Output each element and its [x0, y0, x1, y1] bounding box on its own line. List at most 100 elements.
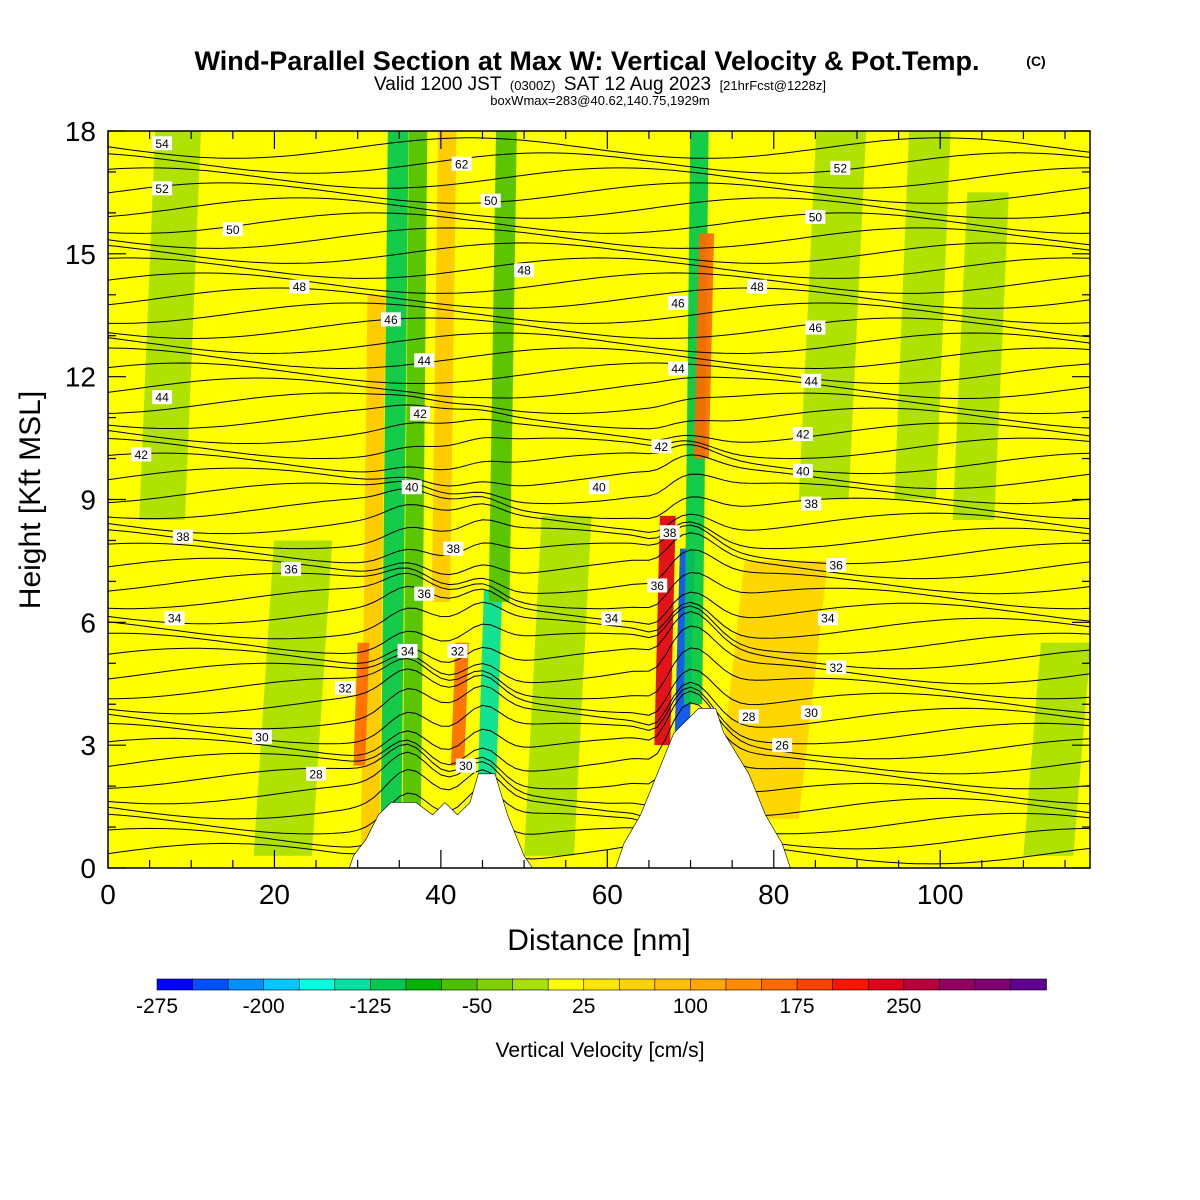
colorbar: [156, 978, 1047, 991]
contour-label-text: 54: [155, 137, 169, 151]
contour-label-text: 48: [750, 280, 764, 294]
contour-label: 42: [651, 439, 672, 454]
contour-label-bg: [747, 279, 768, 294]
y-tick-label: 18: [65, 116, 96, 147]
contour-label: 50: [805, 209, 826, 224]
velocity-band: [353, 642, 370, 766]
colorbar-swatch: [690, 978, 727, 991]
contour-label-bg: [830, 160, 851, 175]
contour-label: 48: [289, 279, 310, 294]
x-tick-label: 80: [758, 879, 789, 910]
contour-label-bg: [443, 541, 464, 556]
contour-label-bg: [397, 643, 418, 658]
contour-label-bg: [401, 480, 422, 495]
contour-label-bg: [792, 463, 813, 478]
contour-label-bg: [772, 738, 793, 753]
velocity-band: [1023, 642, 1091, 856]
colorbar-swatch: [263, 978, 301, 991]
isentrope-line: [107, 242, 1091, 264]
isentrope-line: [107, 760, 1091, 820]
contour-label-text: 46: [809, 321, 823, 335]
contour-label-text: 38: [176, 530, 190, 544]
contour-label-text: 38: [663, 526, 677, 540]
contour-label-bg: [306, 766, 327, 781]
colorbar-swatch: [192, 978, 229, 991]
contour-label: 44: [414, 353, 435, 368]
contour-label-text: 52: [834, 161, 848, 175]
contour-label-text: 32: [338, 681, 352, 695]
colorbar-swatch: [903, 978, 941, 991]
isentrope-line: [107, 152, 1091, 174]
isentrope-line: [107, 287, 1091, 309]
contour-label-text: 40: [405, 481, 419, 495]
velocity-band: [952, 192, 1009, 520]
contour-label: 30: [801, 705, 822, 720]
contour-label: 38: [443, 541, 464, 556]
contour-label: 28: [306, 766, 327, 781]
contour-label: 40: [401, 480, 422, 495]
plot-area: 54 52 50 48 46 44 42 40 38 36 34 32 32 30 30 28 44 42 38 36…: [107, 130, 1091, 869]
colorbar-swatch: [583, 978, 621, 991]
contour-label-text: 36: [651, 579, 665, 593]
x-tick-label: 60: [592, 879, 623, 910]
contour-label-bg: [801, 705, 822, 720]
velocity-band: [139, 131, 201, 520]
isentrope-line: [107, 418, 1091, 444]
contour-label-text: 30: [255, 730, 269, 744]
contour-label: 44: [668, 361, 689, 376]
colorbar-swatch: [476, 978, 514, 991]
contour-label-text: 50: [809, 210, 823, 224]
contour-label: 34: [817, 611, 838, 626]
colorbar-swatch: [796, 978, 834, 991]
colorbar-swatch: [867, 978, 905, 991]
contour-label-bg: [651, 439, 672, 454]
contour-label-bg: [222, 222, 243, 237]
contour-label-text: 34: [168, 612, 182, 626]
colorbar-swatch: [405, 978, 443, 991]
contour-label: 38: [172, 529, 193, 544]
contour-label-text: 28: [309, 767, 323, 781]
contour-label-bg: [589, 480, 609, 495]
isentrope-line: [107, 376, 1091, 399]
contour-label-bg: [514, 263, 535, 278]
contour-label: 32: [826, 660, 847, 675]
isentrope-line: [107, 272, 1091, 294]
velocity-band: [894, 131, 951, 500]
copyright-mark: (C): [1026, 53, 1045, 69]
contour-label-bg: [805, 320, 826, 335]
contour-label: 50: [222, 222, 243, 237]
contour-label-text: 50: [484, 194, 498, 208]
contour-label: 48: [747, 279, 768, 294]
isentrope-line: [107, 681, 1091, 730]
isentrope-line: [107, 572, 1091, 610]
contour-label: 54: [152, 136, 173, 151]
colorbar-label: -50: [462, 995, 492, 1018]
colorbar-title: Vertical Velocity [cm/s]: [496, 1039, 705, 1062]
contour-label-bg: [668, 361, 689, 376]
isentrope-line: [107, 690, 1091, 760]
colorbar-swatch: [974, 978, 1012, 991]
colorbar-swatch: [761, 978, 798, 991]
contour-label-bg: [164, 611, 185, 626]
colorbar-swatch: [547, 978, 585, 991]
contour-label-bg: [792, 426, 813, 441]
isentrope-line: [107, 524, 1091, 565]
contour-label-bg: [289, 279, 310, 294]
colorbar-swatch: [156, 978, 194, 991]
contour-label-text: 30: [459, 759, 473, 773]
x-axis-label: Distance [nm]: [507, 924, 690, 957]
isentrope-line: [107, 362, 1091, 385]
contour-label: 40: [589, 480, 609, 495]
forecast-info: [21hrFcst@1228z]: [720, 78, 826, 93]
isentrope-line: [107, 549, 1091, 595]
isentrope-line: [107, 668, 1091, 716]
isentrope-contours: [107, 137, 1091, 865]
contour-label: 48: [514, 263, 535, 278]
contour-label-text: 42: [655, 440, 669, 454]
contour-label-bg: [451, 156, 472, 171]
contour-label: 42: [410, 406, 431, 421]
contour-label-text: 48: [293, 280, 307, 294]
y-tick-label: 12: [65, 362, 96, 393]
contour-label-text: 50: [226, 223, 240, 237]
